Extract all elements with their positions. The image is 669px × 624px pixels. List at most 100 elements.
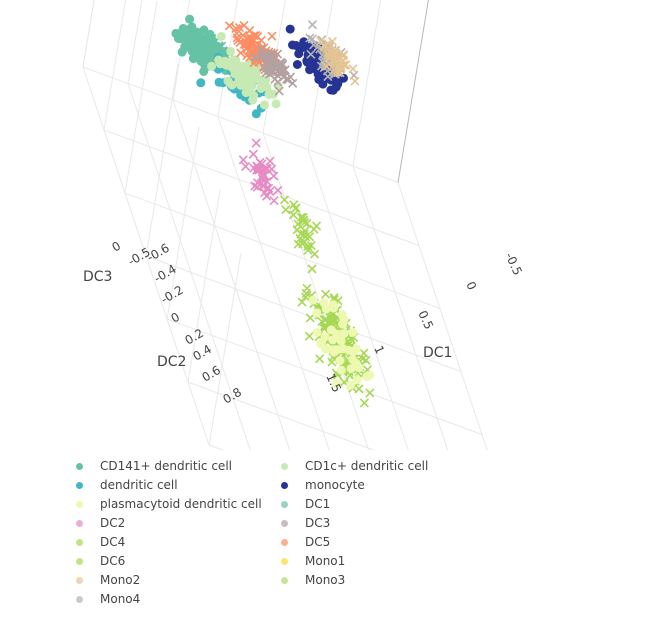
point-plasmacytoid-dendritic-cell xyxy=(320,332,330,342)
point-dc5 xyxy=(239,20,249,30)
legend-marker-icon xyxy=(281,463,288,470)
point-dc3 xyxy=(272,49,283,59)
x-tick-label: -0.5 xyxy=(502,250,525,277)
point-plasmacytoid-dendritic-cell xyxy=(316,339,326,349)
point-dc4 xyxy=(301,292,311,302)
x-tick-label: 0.5 xyxy=(415,308,436,331)
legend-label: dendritic cell xyxy=(100,478,178,492)
legend-label: Mono4 xyxy=(100,592,141,606)
point-dc4 xyxy=(359,398,369,408)
legend-item[interactable]: dendritic cell xyxy=(72,476,262,495)
point-dc5 xyxy=(247,40,257,50)
point-mono2 xyxy=(319,41,329,51)
point-dc6 xyxy=(293,219,303,229)
point-plasmacytoid-dendritic-cell xyxy=(346,380,356,390)
point-dc2 xyxy=(269,171,279,181)
point-cd1c-dendritic-cell xyxy=(271,99,281,109)
point-dc2 xyxy=(259,171,269,181)
point-plasmacytoid-dendritic-cell xyxy=(352,375,362,384)
legend-marker-icon xyxy=(281,501,288,508)
scene-grid xyxy=(82,0,488,450)
point-dc3 xyxy=(276,68,287,78)
legend-item[interactable]: monocyte xyxy=(277,476,428,495)
legend-marker-icon xyxy=(76,520,83,527)
point-dc4 xyxy=(320,289,331,299)
point-plasmacytoid-dendritic-cell xyxy=(328,300,338,310)
point-cd1c-dendritic-cell xyxy=(244,87,254,97)
point-dc4 xyxy=(297,297,307,307)
point-cd1c-dendritic-cell xyxy=(216,31,226,41)
point-dc6 xyxy=(281,205,291,215)
point-dc3 xyxy=(274,59,284,69)
point-dendritic-cell xyxy=(251,109,261,119)
point-dc4 xyxy=(361,355,371,365)
point-dc2 xyxy=(238,155,248,165)
point-plasmacytoid-dendritic-cell xyxy=(328,345,338,355)
point-mono4 xyxy=(305,33,315,43)
point-mono2 xyxy=(348,64,358,74)
point-dc2 xyxy=(248,149,258,159)
point-dendritic-cell xyxy=(196,78,206,88)
y-tick-label: 0 xyxy=(169,310,183,326)
legend-marker-icon xyxy=(76,558,83,565)
legend-item[interactable]: DC5 xyxy=(277,533,428,552)
point-dc2 xyxy=(251,138,261,148)
legend-item[interactable]: DC6 xyxy=(72,552,262,571)
point-cd1c-dendritic-cell xyxy=(252,74,262,84)
point-dc5 xyxy=(251,30,261,41)
point-dc5 xyxy=(232,33,242,43)
legend-item[interactable]: CD141+ dendritic cell xyxy=(72,457,262,476)
point-dc3 xyxy=(285,72,296,82)
point-dc4 xyxy=(302,283,312,293)
legend-item[interactable]: CD1c+ dendritic cell xyxy=(277,457,428,476)
point-dc1 xyxy=(184,43,194,54)
point-dc3 xyxy=(257,52,267,62)
point-dc2 xyxy=(252,178,263,188)
legend-label: DC4 xyxy=(100,535,126,549)
point-cd1c-dendritic-cell xyxy=(207,61,217,71)
legend-item[interactable]: Mono4 xyxy=(72,590,262,609)
legend-item[interactable]: plasmacytoid dendritic cell xyxy=(72,495,262,514)
y-axis-title: DC2 xyxy=(157,354,186,370)
point-monocyte xyxy=(309,58,319,68)
legend-marker-icon xyxy=(76,501,83,508)
point-plasmacytoid-dendritic-cell xyxy=(312,328,322,337)
scatter3d-plot[interactable]: -0.500.511.5-0.6-0.4-0.200.20.40.60.80 -0… xyxy=(0,0,669,450)
point-plasmacytoid-dendritic-cell xyxy=(344,345,354,355)
point-dc5 xyxy=(267,31,277,41)
point-dc4 xyxy=(354,384,364,394)
point-dc4 xyxy=(307,264,317,274)
point-plasmacytoid-dendritic-cell xyxy=(332,379,342,388)
point-mono4 xyxy=(307,20,318,30)
point-mono2 xyxy=(341,60,351,70)
point-cd1c-dendritic-cell xyxy=(230,68,240,78)
legend-item[interactable]: DC1 xyxy=(277,495,428,514)
legend-item[interactable]: Mono2 xyxy=(72,571,262,590)
point-mono2 xyxy=(332,56,342,66)
legend-item[interactable]: DC4 xyxy=(72,533,262,552)
legend-marker-icon xyxy=(281,539,288,546)
legend-marker-icon xyxy=(76,596,83,603)
point-dc1 xyxy=(185,26,195,36)
legend-marker-icon xyxy=(76,539,83,546)
point-dc4 xyxy=(304,331,314,341)
point-dc6 xyxy=(298,212,308,222)
point-dc6 xyxy=(299,229,309,239)
x-tick-label: 0 xyxy=(463,279,479,292)
legend-marker-icon xyxy=(76,577,83,584)
y-tick-label: 0.8 xyxy=(221,385,245,407)
legend-item[interactable]: DC3 xyxy=(277,514,428,533)
point-monocyte xyxy=(292,60,302,69)
legend-label: CD141+ dendritic cell xyxy=(100,459,232,473)
point-cd1c-dendritic-cell xyxy=(231,55,241,65)
point-plasmacytoid-dendritic-cell xyxy=(336,365,346,375)
point-cd1c-dendritic-cell xyxy=(241,63,251,72)
point-mono4 xyxy=(306,49,316,59)
point-monocyte xyxy=(331,77,341,86)
legend-item[interactable]: DC2 xyxy=(72,514,262,533)
point-mono2 xyxy=(327,36,337,46)
point-dc2 xyxy=(265,156,275,166)
legend-item[interactable]: Mono3 xyxy=(277,571,428,590)
x-axis-title: DC1 xyxy=(423,345,452,361)
legend-item[interactable]: Mono1 xyxy=(277,552,428,571)
